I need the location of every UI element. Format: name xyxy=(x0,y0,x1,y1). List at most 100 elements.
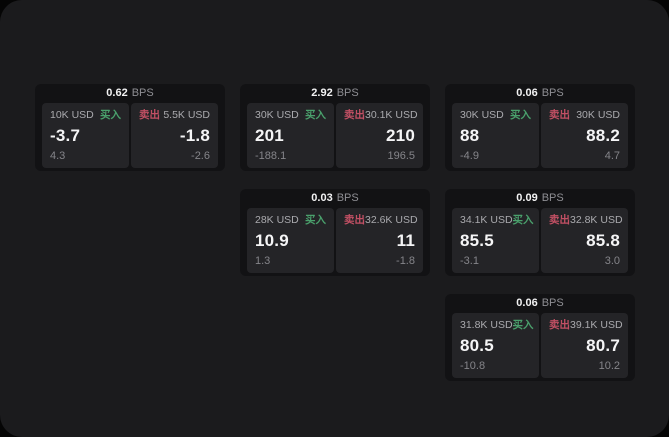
sell-side-label: 卖出 xyxy=(549,214,570,226)
buy-price: 201 xyxy=(255,126,284,145)
buy-amount: 30K USD xyxy=(460,109,504,121)
bps-value: 0.03 xyxy=(311,192,333,204)
sell-delta: 196.5 xyxy=(387,150,415,162)
bps-unit-label: BPS xyxy=(541,87,564,99)
buy-label-row: 28K USD 买入 xyxy=(255,214,326,227)
buy-delta: -10.8 xyxy=(460,360,486,372)
buy-delta: -188.1 xyxy=(255,150,287,162)
buy-side-label: 买入 xyxy=(305,109,326,121)
buy-sell-panels: 28K USD 买入 10.9 1.3 卖出 32.6K USD 11 -1.8 xyxy=(247,208,423,273)
buy-label-row: 31.8K USD 买入 xyxy=(460,319,534,332)
sell-delta: 10.2 xyxy=(598,360,620,372)
card-header: 0.06 BPS xyxy=(452,84,628,103)
buy-label-row: 34.1K USD 买入 xyxy=(460,214,534,227)
sell-amount: 5.5K USD xyxy=(163,109,210,121)
buy-side-label: 买入 xyxy=(510,109,531,121)
buy-panel[interactable]: 10K USD 买入 -3.7 4.3 xyxy=(42,103,129,168)
sell-side-label: 卖出 xyxy=(549,109,570,121)
sell-delta: 4.7 xyxy=(604,150,620,162)
sell-side-label: 卖出 xyxy=(344,214,365,226)
sell-price: 80.7 xyxy=(586,336,620,355)
buy-price: 88 xyxy=(460,126,480,145)
buy-panel[interactable]: 31.8K USD 买入 80.5 -10.8 xyxy=(452,313,539,378)
bps-value: 2.92 xyxy=(311,87,333,99)
sell-panel[interactable]: 卖出 39.1K USD 80.7 10.2 xyxy=(541,313,628,378)
card-header: 0.09 BPS xyxy=(452,189,628,208)
sell-side-label: 卖出 xyxy=(344,109,365,121)
buy-side-label: 买入 xyxy=(512,319,534,331)
buy-side-label: 买入 xyxy=(512,214,534,226)
sell-amount: 30.1K USD xyxy=(365,109,418,121)
sell-price: 88.2 xyxy=(586,126,620,145)
buy-delta: -3.1 xyxy=(460,255,479,267)
buy-sell-panels: 34.1K USD 买入 85.5 -3.1 卖出 32.8K USD 85.8… xyxy=(452,208,628,273)
buy-delta: 1.3 xyxy=(255,255,271,267)
card-header: 0.03 BPS xyxy=(247,189,423,208)
sell-label-row: 卖出 30.1K USD xyxy=(344,109,418,122)
buy-side-label: 买入 xyxy=(100,109,121,121)
quote-card-grid: 0.62 BPS 10K USD 买入 -3.7 4.3 卖出 5.5K USD xyxy=(35,84,635,381)
bps-unit-label: BPS xyxy=(131,87,154,99)
quote-card: 0.03 BPS 28K USD 买入 10.9 1.3 卖出 32.6K US… xyxy=(240,189,430,276)
bps-unit-label: BPS xyxy=(541,192,564,204)
buy-sell-panels: 10K USD 买入 -3.7 4.3 卖出 5.5K USD -1.8 -2.… xyxy=(42,103,218,168)
buy-amount: 10K USD xyxy=(50,109,94,121)
card-header: 2.92 BPS xyxy=(247,84,423,103)
buy-panel[interactable]: 34.1K USD 买入 85.5 -3.1 xyxy=(452,208,539,273)
buy-panel[interactable]: 28K USD 买入 10.9 1.3 xyxy=(247,208,334,273)
sell-delta: -1.8 xyxy=(396,255,415,267)
buy-label-row: 10K USD 买入 xyxy=(50,109,121,122)
buy-price: -3.7 xyxy=(50,126,81,145)
bps-unit-label: BPS xyxy=(541,297,564,309)
bps-value: 0.06 xyxy=(516,87,538,99)
sell-panel[interactable]: 卖出 30.1K USD 210 196.5 xyxy=(336,103,423,168)
bps-value: 0.06 xyxy=(516,297,538,309)
sell-label-row: 卖出 39.1K USD xyxy=(549,319,623,332)
buy-amount: 34.1K USD xyxy=(460,214,513,226)
quote-card: 0.09 BPS 34.1K USD 买入 85.5 -3.1 卖出 32.8K… xyxy=(445,189,635,276)
buy-price: 10.9 xyxy=(255,231,289,250)
buy-sell-panels: 31.8K USD 买入 80.5 -10.8 卖出 39.1K USD 80.… xyxy=(452,313,628,378)
bps-unit-label: BPS xyxy=(336,192,359,204)
bps-value: 0.62 xyxy=(106,87,128,99)
buy-delta: -4.9 xyxy=(460,150,479,162)
quote-card: 0.06 BPS 30K USD 买入 88 -4.9 卖出 30K USD xyxy=(445,84,635,171)
sell-amount: 32.8K USD xyxy=(570,214,623,226)
sell-label-row: 卖出 32.8K USD xyxy=(549,214,623,227)
buy-sell-panels: 30K USD 买入 88 -4.9 卖出 30K USD 88.2 4.7 xyxy=(452,103,628,168)
buy-label-row: 30K USD 买入 xyxy=(255,109,326,122)
sell-panel[interactable]: 卖出 5.5K USD -1.8 -2.6 xyxy=(131,103,218,168)
sell-label-row: 卖出 5.5K USD xyxy=(139,109,210,122)
card-header: 0.06 BPS xyxy=(452,294,628,313)
buy-sell-panels: 30K USD 买入 201 -188.1 卖出 30.1K USD 210 1… xyxy=(247,103,423,168)
sell-side-label: 卖出 xyxy=(139,109,160,121)
buy-panel[interactable]: 30K USD 买入 201 -188.1 xyxy=(247,103,334,168)
quote-card: 0.06 BPS 31.8K USD 买入 80.5 -10.8 卖出 39.1… xyxy=(445,294,635,381)
buy-price: 80.5 xyxy=(460,336,494,355)
sell-amount: 39.1K USD xyxy=(570,319,623,331)
buy-panel[interactable]: 30K USD 买入 88 -4.9 xyxy=(452,103,539,168)
sell-price: -1.8 xyxy=(179,126,210,145)
sell-amount: 32.6K USD xyxy=(365,214,418,226)
quote-card: 0.62 BPS 10K USD 买入 -3.7 4.3 卖出 5.5K USD xyxy=(35,84,225,171)
card-header: 0.62 BPS xyxy=(42,84,218,103)
bps-value: 0.09 xyxy=(516,192,538,204)
sell-panel[interactable]: 卖出 32.8K USD 85.8 3.0 xyxy=(541,208,628,273)
sell-label-row: 卖出 30K USD xyxy=(549,109,620,122)
sell-price: 85.8 xyxy=(586,231,620,250)
sell-panel[interactable]: 卖出 32.6K USD 11 -1.8 xyxy=(336,208,423,273)
buy-amount: 31.8K USD xyxy=(460,319,513,331)
bps-unit-label: BPS xyxy=(336,87,359,99)
buy-amount: 28K USD xyxy=(255,214,299,226)
sell-label-row: 卖出 32.6K USD xyxy=(344,214,418,227)
sell-panel[interactable]: 卖出 30K USD 88.2 4.7 xyxy=(541,103,628,168)
buy-amount: 30K USD xyxy=(255,109,299,121)
buy-label-row: 30K USD 买入 xyxy=(460,109,531,122)
sell-price: 210 xyxy=(386,126,415,145)
buy-delta: 4.3 xyxy=(50,150,66,162)
sell-side-label: 卖出 xyxy=(549,319,570,331)
quote-card: 2.92 BPS 30K USD 买入 201 -188.1 卖出 30.1K … xyxy=(240,84,430,171)
buy-price: 85.5 xyxy=(460,231,494,250)
sell-price: 11 xyxy=(396,231,415,250)
